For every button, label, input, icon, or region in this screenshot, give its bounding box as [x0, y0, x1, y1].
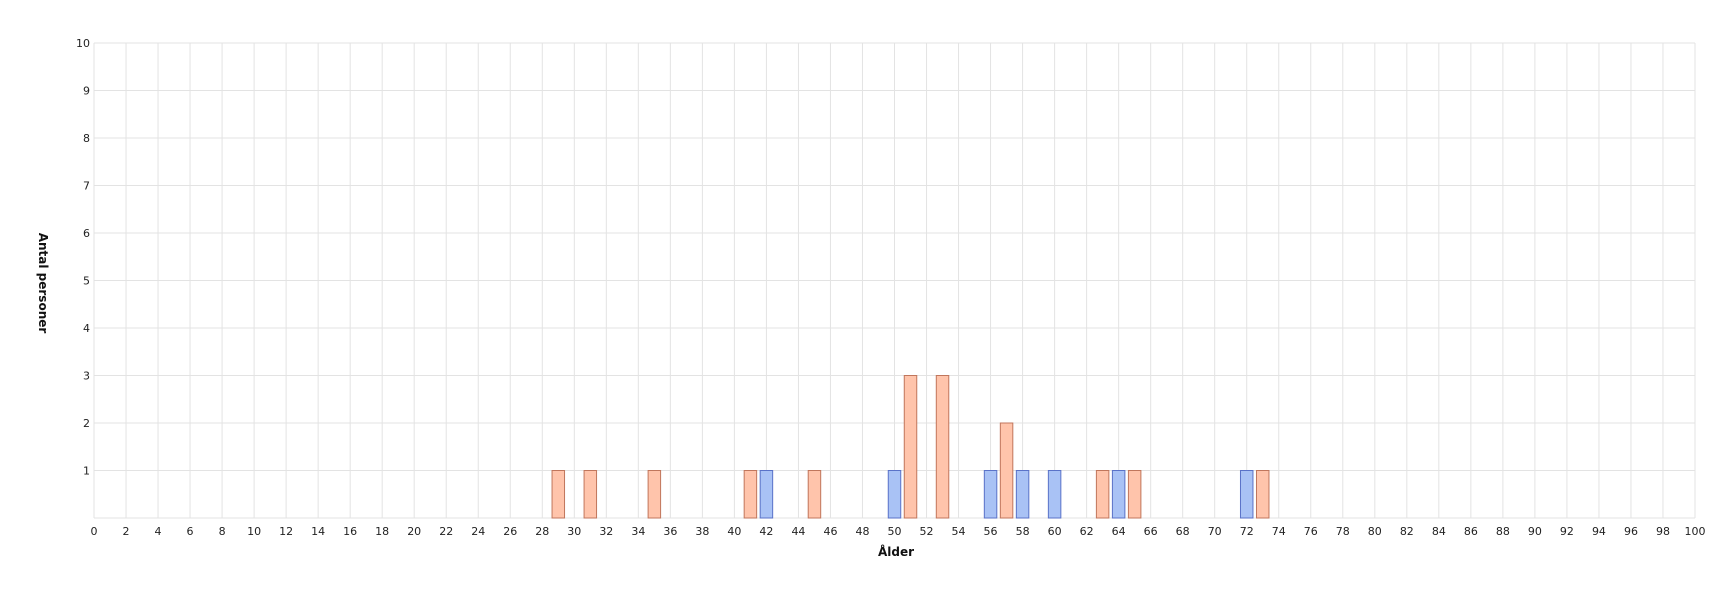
tick-layer: 0 2 4 6 8 10 12 14 16 18 20 22 24 26 28 30 32 34 36 38 40 42 4… — [76, 37, 1706, 538]
x-tick-label: 42 — [759, 525, 773, 538]
x-tick-label: 44 — [791, 525, 805, 538]
bar-series-1 — [743, 470, 758, 519]
x-tick-label: 62 — [1080, 525, 1094, 538]
x-tick-label: 98 — [1656, 525, 1670, 538]
x-tick-label: 54 — [952, 525, 966, 538]
x-tick-label: 16 — [343, 525, 357, 538]
x-tick-label: 58 — [1016, 525, 1030, 538]
y-tick-label: 8 — [83, 132, 90, 145]
x-tick-label: 60 — [1048, 525, 1062, 538]
x-tick-label: 4 — [155, 525, 162, 538]
x-tick-label: 52 — [920, 525, 934, 538]
x-tick-label: 2 — [123, 525, 130, 538]
x-tick-label: 12 — [279, 525, 293, 538]
x-tick-label: 90 — [1528, 525, 1542, 538]
bar-series-1 — [551, 470, 566, 519]
bar-series-2 — [983, 470, 998, 519]
x-tick-label: 78 — [1336, 525, 1350, 538]
x-tick-label: 18 — [375, 525, 389, 538]
x-tick-label: 56 — [984, 525, 998, 538]
y-tick-label: 9 — [83, 85, 90, 98]
y-tick-label: 2 — [83, 417, 90, 430]
bar-series-1 — [647, 470, 662, 519]
x-tick-label: 70 — [1208, 525, 1222, 538]
x-tick-label: 0 — [91, 525, 98, 538]
x-tick-label: 30 — [567, 525, 581, 538]
x-tick-label: 86 — [1464, 525, 1478, 538]
x-tick-label: 14 — [311, 525, 325, 538]
x-tick-label: 48 — [855, 525, 869, 538]
bar-series-1 — [583, 470, 598, 519]
x-tick-label: 22 — [439, 525, 453, 538]
bar-series-2 — [759, 470, 774, 519]
x-tick-label: 64 — [1112, 525, 1126, 538]
bar-series-1 — [935, 375, 950, 519]
x-tick-label: 32 — [599, 525, 613, 538]
x-tick-label: 68 — [1176, 525, 1190, 538]
bar-series-2 — [1015, 470, 1030, 519]
bar-series-1 — [1255, 470, 1270, 519]
bar-series-1 — [1127, 470, 1142, 519]
x-tick-label: 96 — [1624, 525, 1638, 538]
x-tick-label: 80 — [1368, 525, 1382, 538]
bar-series-2 — [1239, 470, 1254, 519]
x-tick-label: 24 — [471, 525, 485, 538]
bar-series-2 — [1111, 470, 1126, 519]
y-tick-label: 7 — [83, 180, 90, 193]
x-tick-label: 26 — [503, 525, 517, 538]
x-tick-label: 10 — [247, 525, 261, 538]
x-tick-label: 20 — [407, 525, 421, 538]
y-tick-label: 5 — [83, 275, 90, 288]
grid-layer — [93, 42, 1696, 519]
bar-series-2 — [1047, 470, 1062, 519]
x-tick-label: 94 — [1592, 525, 1606, 538]
bar-series-1 — [903, 375, 918, 519]
x-tick-label: 40 — [727, 525, 741, 538]
y-tick-label: 4 — [83, 322, 90, 335]
x-tick-label: 38 — [695, 525, 709, 538]
y-tick-label: 1 — [83, 465, 90, 478]
x-tick-label: 76 — [1304, 525, 1318, 538]
x-tick-label: 74 — [1272, 525, 1286, 538]
bar-series-1 — [807, 470, 822, 519]
bar-series-2 — [887, 470, 902, 519]
y-tick-label: 3 — [83, 370, 90, 383]
x-tick-label: 46 — [823, 525, 837, 538]
y-axis-title: Antal personer — [36, 233, 50, 334]
bar-layer — [551, 375, 1270, 519]
bar-series-1 — [999, 422, 1014, 519]
x-tick-label: 8 — [219, 525, 226, 538]
x-tick-label: 84 — [1432, 525, 1446, 538]
x-tick-label: 92 — [1560, 525, 1574, 538]
x-tick-label: 50 — [888, 525, 902, 538]
x-tick-label: 88 — [1496, 525, 1510, 538]
y-tick-label: 10 — [76, 37, 90, 50]
x-tick-label: 82 — [1400, 525, 1414, 538]
x-axis-title: Ålder — [878, 544, 914, 559]
x-tick-label: 66 — [1144, 525, 1158, 538]
x-tick-label: 36 — [663, 525, 677, 538]
x-tick-label: 100 — [1685, 525, 1706, 538]
x-tick-label: 28 — [535, 525, 549, 538]
y-tick-label: 6 — [83, 227, 90, 240]
x-tick-label: 34 — [631, 525, 645, 538]
x-tick-label: 6 — [187, 525, 194, 538]
bar-series-1 — [1095, 470, 1110, 519]
x-tick-label: 72 — [1240, 525, 1254, 538]
